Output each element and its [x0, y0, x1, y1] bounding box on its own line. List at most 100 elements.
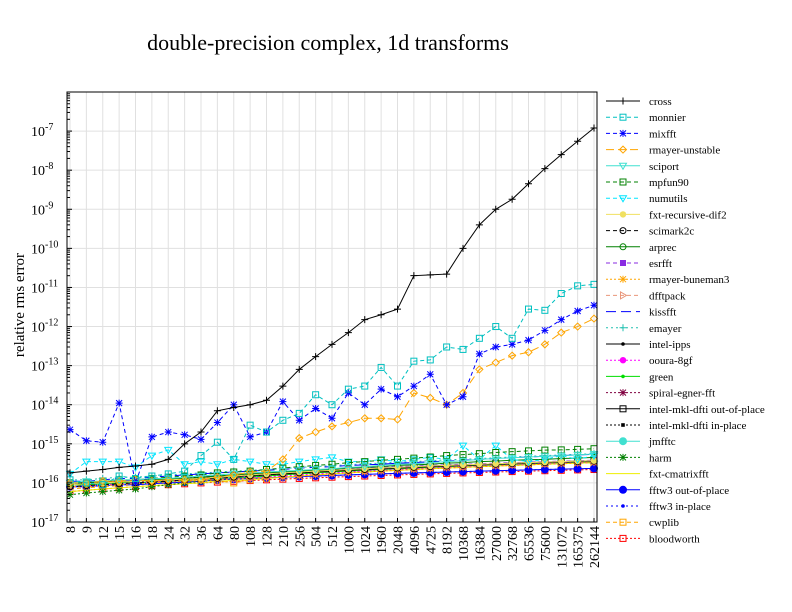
data-point [556, 452, 566, 461]
data-point [82, 489, 90, 497]
data-point [377, 385, 385, 393]
legend-item: arprec [606, 242, 677, 254]
y-tick-exponent: -7 [45, 122, 53, 133]
legend-item: green [606, 371, 674, 383]
data-point [181, 440, 189, 448]
x-tick-label: 4096 [408, 526, 423, 554]
series-1 [66, 280, 598, 489]
legend-marker [621, 374, 625, 379]
data-point [377, 311, 385, 319]
y-tick-label: 10 [31, 438, 45, 453]
data-point [197, 435, 205, 443]
data-point [492, 205, 500, 213]
data-point [524, 454, 533, 462]
legend-label: emayer [649, 323, 682, 335]
data-point [589, 452, 599, 461]
data-point [181, 431, 189, 439]
legend-label: arprec [649, 242, 677, 254]
data-point [393, 415, 402, 424]
data-point [213, 419, 221, 427]
data-point [394, 382, 401, 390]
data-point [426, 370, 434, 378]
data-point [327, 422, 337, 431]
legend-label: numutils [649, 193, 688, 205]
data-point [327, 454, 337, 462]
data-point [508, 340, 516, 348]
legend-label: green [649, 371, 674, 383]
data-point [361, 316, 369, 324]
legend: cross monnier mixfft rmayer-unstable sciport… [606, 96, 765, 545]
data-point [376, 414, 386, 423]
data-point [524, 348, 533, 357]
legend-item: bloodworth [606, 533, 700, 545]
legend-item: ooura-8gf [606, 355, 693, 367]
x-tick-label: 15 [113, 526, 128, 540]
data-point [278, 455, 288, 464]
legend-marker [621, 504, 625, 508]
legend-label: sciport [649, 161, 679, 173]
legend-marker [619, 437, 627, 446]
y-axis-ticks: 10-1710-1610-1510-1410-1310-1210-1110-10… [31, 91, 72, 531]
x-tick-label: 80 [228, 526, 243, 540]
legend-label: mixfft [649, 128, 676, 140]
legend-label: bloodworth [649, 533, 700, 545]
legend-marker [619, 389, 627, 397]
legend-label: spiral-egner-fft [649, 388, 715, 400]
legend-marker [619, 211, 627, 218]
data-point [459, 345, 467, 353]
legend-item: numutils [606, 193, 688, 205]
data-point [82, 458, 91, 467]
y-tick-exponent: -8 [45, 161, 53, 172]
chart-title: double-precision complex, 1d transforms [147, 30, 509, 55]
data-point [344, 418, 353, 427]
data-point [507, 456, 517, 464]
legend-marker [619, 178, 627, 186]
data-point [426, 393, 435, 403]
data-point [507, 454, 517, 463]
data-point [328, 340, 336, 348]
data-point [245, 458, 255, 467]
data-point [148, 460, 156, 468]
data-point [230, 403, 238, 411]
data-point [376, 462, 386, 470]
legend-item: kissfft [606, 307, 676, 319]
y-tick-exponent: -16 [45, 474, 58, 485]
series-line [69, 461, 595, 488]
data-point [344, 329, 352, 337]
x-tick-label: 1960 [375, 526, 390, 554]
x-tick-label: 504 [310, 526, 325, 547]
data-point [475, 221, 483, 229]
legend-marker [618, 195, 628, 203]
data-point [589, 314, 599, 323]
data-point [328, 460, 336, 468]
legend-item: intel-mkl-dfti in-place [606, 420, 747, 432]
y-tick-exponent: -9 [45, 200, 53, 211]
data-point [443, 270, 451, 278]
legend-item: scimark2c [606, 226, 694, 238]
legend-marker [619, 275, 627, 283]
data-point [148, 433, 156, 441]
data-point [163, 446, 173, 455]
data-point [540, 453, 550, 461]
legend-marker [619, 518, 627, 526]
data-point [115, 486, 123, 494]
x-tick-label: 16384 [473, 526, 488, 561]
data-point [573, 456, 582, 464]
x-tick-label: 4725 [424, 526, 439, 554]
data-point [409, 460, 419, 469]
data-point [492, 343, 500, 351]
legend-item: jmfftc [606, 436, 676, 448]
legend-marker [619, 534, 627, 542]
x-tick-label: 1024 [359, 526, 374, 554]
data-point [394, 455, 401, 463]
data-point [360, 463, 370, 472]
data-point [344, 385, 352, 393]
x-tick-label: 210 [277, 526, 292, 547]
data-point [491, 442, 501, 451]
legend-label: intel-mkl-dfti out-of-place [649, 404, 765, 416]
y-tick-exponent: -14 [45, 396, 58, 407]
data-point [458, 457, 468, 466]
data-point [294, 458, 304, 467]
legend-marker [619, 129, 627, 137]
legend-marker [621, 342, 625, 346]
